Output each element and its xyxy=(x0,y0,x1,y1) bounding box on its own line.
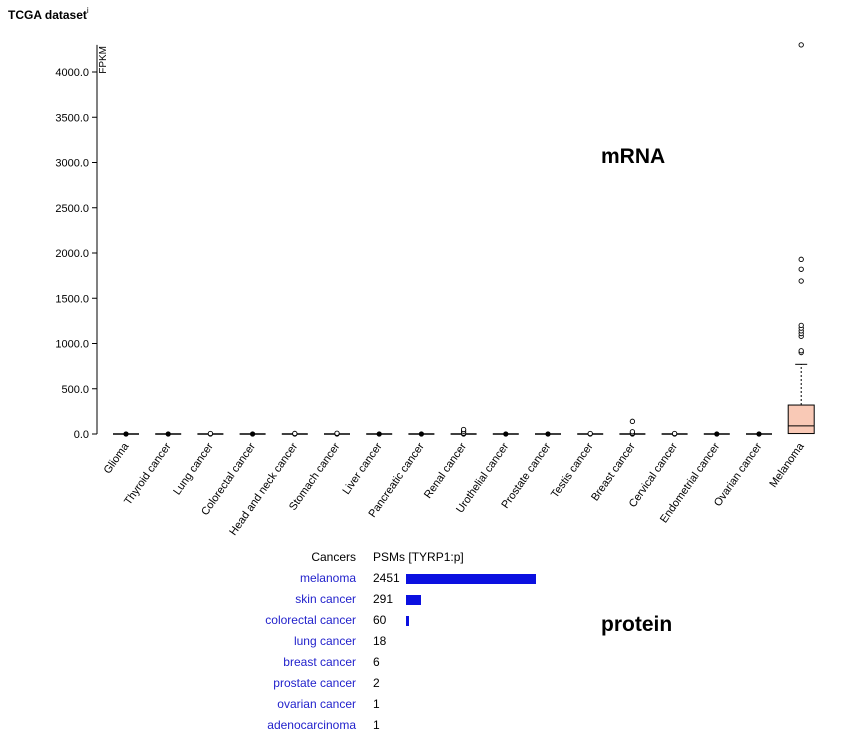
x-tick-label: Thyroid cancer xyxy=(122,441,174,508)
psm-count: 2 xyxy=(373,676,380,690)
protein-annotation: protein xyxy=(601,613,673,636)
header-gene: [TYRP1:p] xyxy=(408,550,464,564)
y-tick-label: 2500.0 xyxy=(55,203,89,215)
box-thyroid-cancer[interactable] xyxy=(155,431,182,437)
psm-count: 2451 xyxy=(373,571,400,585)
cancer-link[interactable]: lung cancer xyxy=(293,634,356,648)
y-tick-label: 3000.0 xyxy=(55,158,89,170)
y-tick-label: 500.0 xyxy=(61,384,89,396)
dataset-title-text: TCGA dataset xyxy=(8,8,87,22)
psm-count: 18 xyxy=(373,634,387,648)
outlier-point xyxy=(798,322,804,329)
cancer-link[interactable]: melanoma xyxy=(299,571,356,585)
outlier-point xyxy=(629,418,636,424)
outlier-point xyxy=(292,430,298,437)
box-renal-cancer[interactable] xyxy=(450,426,477,437)
outlier-point xyxy=(629,429,636,435)
box-testis-cancer[interactable] xyxy=(577,430,604,437)
median-marker xyxy=(376,431,382,437)
mrna-annotation: mRNA xyxy=(601,145,665,168)
y-axis-unit-label: FPKM xyxy=(98,46,109,74)
box-prostate-cancer[interactable] xyxy=(535,431,561,437)
psm-bar xyxy=(406,616,409,626)
psm-count: 6 xyxy=(373,655,380,669)
median-marker xyxy=(503,431,509,437)
y-axis: 0.0 500.0 1000.0 1500.0 2000.0 2500.0 3000.0 35… xyxy=(55,44,98,441)
y-tick-label: 4000.0 xyxy=(55,67,89,79)
cancer-link[interactable]: prostate cancer xyxy=(273,676,356,690)
psm-count: 60 xyxy=(373,613,387,627)
outlier-point xyxy=(460,426,467,433)
psm-bar xyxy=(406,595,421,605)
header-psms-label: PSMs xyxy=(373,550,406,564)
median-marker xyxy=(714,431,720,437)
box-melanoma[interactable] xyxy=(787,42,815,435)
outlier-point xyxy=(587,430,593,437)
outlier-point xyxy=(798,42,804,48)
box-stomach-cancer[interactable] xyxy=(324,430,350,437)
header-psms: PSMs [TYRP1:p] xyxy=(373,550,493,564)
x-tick-label: Liver cancer xyxy=(340,441,384,497)
median-marker xyxy=(165,431,171,437)
box-glioma[interactable] xyxy=(113,431,139,437)
x-tick-label: Renal cancer xyxy=(422,441,469,501)
box-colorectal-cancer[interactable] xyxy=(239,431,266,437)
outlier-point xyxy=(798,348,804,354)
median-marker xyxy=(545,431,551,437)
psm-count: 1 xyxy=(373,697,380,711)
mrna-boxplot: 0.0 500.0 1000.0 1500.0 2000.0 2500.0 3000.0 35… xyxy=(55,42,815,538)
box-lung-cancer[interactable] xyxy=(197,430,224,437)
x-tick-label: Glioma xyxy=(102,440,132,476)
psm-bar xyxy=(406,574,536,584)
box-head-and-neck-cancer[interactable] xyxy=(281,430,308,437)
cancer-link[interactable]: adenocarcinoma xyxy=(267,718,356,732)
box-iqr xyxy=(787,404,815,435)
outlier-point xyxy=(334,430,340,436)
info-icon[interactable]: i xyxy=(86,6,89,15)
x-tick-label: Testis cancer xyxy=(549,441,596,501)
outlier-point xyxy=(798,256,804,262)
box-liver-cancer[interactable] xyxy=(366,431,393,437)
dataset-title: TCGA dataseti xyxy=(8,6,89,22)
median-marker xyxy=(123,431,129,437)
cancer-link[interactable]: skin cancer xyxy=(295,592,356,606)
y-tick-label: 2000.0 xyxy=(55,248,89,260)
box-series xyxy=(113,42,815,437)
box-ovarian-cancer[interactable] xyxy=(746,431,772,437)
cancer-link[interactable]: breast cancer xyxy=(283,655,356,669)
box-breast-cancer[interactable] xyxy=(619,418,646,437)
psm-count: 1 xyxy=(373,718,380,732)
box-cervical-cancer[interactable] xyxy=(661,430,688,437)
header-cancers: Cancers xyxy=(311,550,356,564)
y-tick-label: 1500.0 xyxy=(55,293,89,305)
outlier-point xyxy=(207,430,214,437)
box-endometrial-cancer[interactable] xyxy=(703,431,730,437)
x-tick-label: Melanoma xyxy=(767,440,807,490)
cancer-link[interactable]: ovarian cancer xyxy=(277,697,356,711)
median-marker xyxy=(418,431,424,437)
outlier-point xyxy=(798,266,804,272)
y-tick-label: 1000.0 xyxy=(55,339,89,351)
x-tick-label: Lung cancer xyxy=(171,441,216,498)
y-tick-label: 0.0 xyxy=(74,429,89,441)
median-marker xyxy=(250,431,256,437)
median-marker xyxy=(756,431,762,437)
y-tick-label: 3500.0 xyxy=(55,112,89,124)
box-pancreatic-cancer[interactable] xyxy=(408,431,435,437)
box-urothelial-cancer[interactable] xyxy=(492,431,519,437)
psm-count: 291 xyxy=(373,592,394,606)
outlier-point xyxy=(671,430,678,437)
x-tick-label: Breast cancer xyxy=(589,441,638,504)
outlier-point xyxy=(798,278,804,284)
cancer-link[interactable]: colorectal cancer xyxy=(265,613,356,627)
